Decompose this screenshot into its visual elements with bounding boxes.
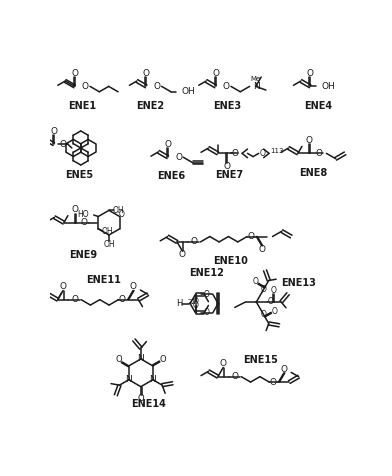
Text: O: O [71,69,78,78]
Text: O: O [280,365,287,374]
Text: OH: OH [182,87,196,96]
Text: O: O [154,82,160,91]
Text: ENE13: ENE13 [281,278,316,288]
Text: O: O [261,285,267,294]
Text: O: O [223,162,230,171]
Text: O: O [223,82,230,91]
Text: 113: 113 [270,148,284,154]
Text: ENE14: ENE14 [131,398,166,408]
Text: ENE3: ENE3 [213,100,241,110]
Text: OH: OH [321,82,335,91]
Text: N: N [253,82,260,91]
Text: O: O [175,153,182,162]
Text: O: O [316,149,323,158]
Text: OH: OH [103,240,115,249]
Text: N: N [149,375,156,384]
Text: O: O [258,245,265,254]
Text: O: O [268,298,274,307]
Text: O: O [231,149,238,158]
Text: O: O [270,377,277,387]
Text: ENE7: ENE7 [215,170,243,180]
Text: ENE1: ENE1 [68,100,96,110]
Text: O: O [272,307,278,316]
Text: N: N [125,375,132,384]
Text: OH: OH [113,206,124,215]
Text: O: O [212,69,219,78]
Text: ENE11: ENE11 [87,276,121,286]
Text: 22: 22 [187,299,196,305]
Text: O: O [307,69,314,78]
Text: O: O [261,310,267,319]
Text: O: O [60,282,67,291]
Text: ENE12: ENE12 [189,268,224,278]
Text: ENE2: ENE2 [136,100,164,110]
Text: ENE8: ENE8 [299,168,327,178]
Text: O: O [260,149,265,158]
Text: N: N [138,355,144,364]
Text: O: O [203,308,209,317]
Text: O: O [115,356,122,365]
Text: O: O [130,282,136,291]
Text: H: H [176,299,183,308]
Text: O: O [247,232,254,241]
Text: O: O [60,139,67,149]
Text: ENE5: ENE5 [65,170,93,180]
Text: ENE15: ENE15 [243,355,278,365]
Text: O: O [119,295,126,304]
Text: O: O [220,359,227,368]
Text: O: O [138,394,144,403]
Text: ENE6: ENE6 [158,171,186,181]
Text: O: O [232,372,239,381]
Text: O: O [252,277,258,286]
Text: O: O [270,286,276,295]
Text: O: O [191,238,198,247]
Text: OH: OH [102,227,113,236]
Text: O: O [179,250,186,259]
Text: O: O [192,301,198,310]
Text: ENE9: ENE9 [69,250,97,260]
Text: O: O [81,218,88,227]
Text: O: O [119,210,125,219]
Text: O: O [305,136,312,145]
Text: O: O [50,127,57,136]
Text: O: O [192,297,198,306]
Text: O: O [143,69,150,78]
Text: O: O [160,356,167,365]
Text: O: O [71,295,78,304]
Text: O: O [203,290,209,298]
Text: ENE4: ENE4 [304,100,332,110]
Text: ENE10: ENE10 [214,256,249,266]
Text: O: O [164,140,171,149]
Text: HO: HO [78,210,89,219]
Text: O: O [71,205,78,214]
Text: Me: Me [250,76,261,82]
Text: O: O [82,82,89,91]
